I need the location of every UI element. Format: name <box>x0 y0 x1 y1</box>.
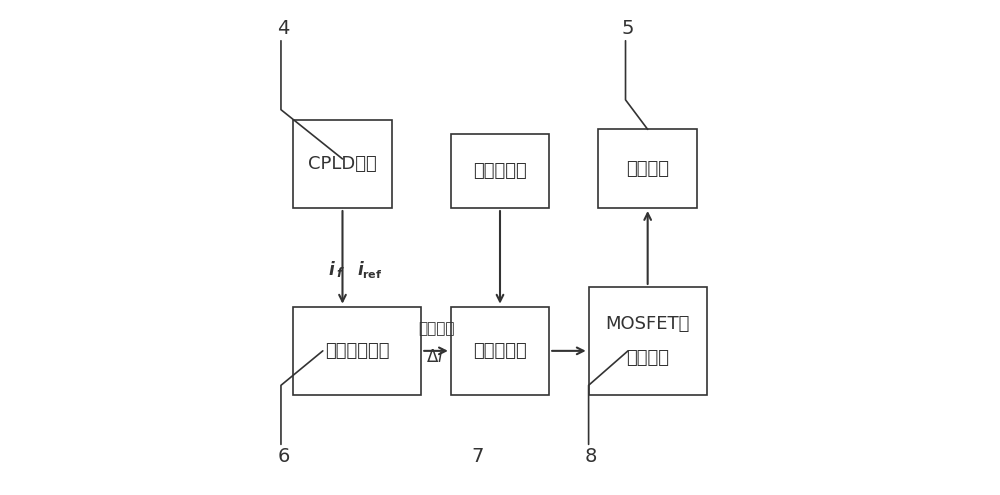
Text: $\bfit{i}$: $\bfit{i}$ <box>328 261 336 279</box>
Text: 信号比较电路: 信号比较电路 <box>325 342 390 360</box>
FancyBboxPatch shape <box>451 306 549 395</box>
Text: 上、下阈值: 上、下阈值 <box>473 162 527 180</box>
Text: $\mathbf{ref}$: $\mathbf{ref}$ <box>362 268 382 280</box>
Text: 7: 7 <box>472 447 484 466</box>
Text: $\Delta i$: $\Delta i$ <box>426 348 444 366</box>
Text: CPLD模块: CPLD模块 <box>308 155 377 173</box>
FancyBboxPatch shape <box>598 129 697 208</box>
Text: 6: 6 <box>277 447 290 466</box>
Text: 8: 8 <box>585 447 597 466</box>
Text: 5: 5 <box>622 19 634 38</box>
Text: 发射桥路: 发射桥路 <box>626 160 669 178</box>
Text: 4: 4 <box>277 19 290 38</box>
Text: $\bfit{f}$: $\bfit{f}$ <box>336 266 344 280</box>
FancyBboxPatch shape <box>451 134 549 208</box>
Text: 驱动电路: 驱动电路 <box>626 349 669 367</box>
FancyBboxPatch shape <box>589 287 707 395</box>
Text: 误差电流: 误差电流 <box>418 321 454 336</box>
FancyBboxPatch shape <box>293 306 421 395</box>
Text: $\bfit{i}$: $\bfit{i}$ <box>357 261 365 279</box>
Text: MOSFET管: MOSFET管 <box>605 315 690 333</box>
Text: 滞环比较器: 滞环比较器 <box>473 342 527 360</box>
FancyBboxPatch shape <box>293 119 392 208</box>
